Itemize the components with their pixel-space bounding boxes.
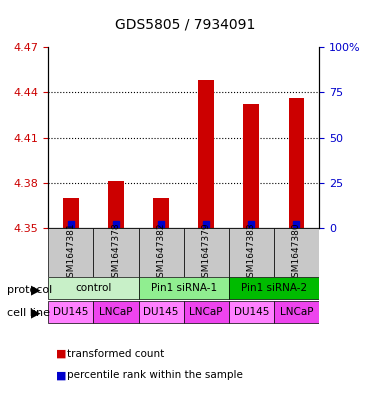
- Text: GSM1647382: GSM1647382: [157, 222, 165, 283]
- Text: percentile rank within the sample: percentile rank within the sample: [67, 370, 243, 380]
- Text: GSM1647383: GSM1647383: [247, 222, 256, 283]
- Text: LNCaP: LNCaP: [190, 307, 223, 317]
- Text: GSM1647381: GSM1647381: [66, 222, 75, 283]
- Text: DU145: DU145: [53, 307, 89, 317]
- Text: DU145: DU145: [234, 307, 269, 317]
- FancyBboxPatch shape: [274, 228, 319, 277]
- Bar: [153, 198, 169, 228]
- FancyBboxPatch shape: [138, 301, 184, 323]
- FancyBboxPatch shape: [48, 277, 138, 299]
- Text: GSM1647378: GSM1647378: [111, 222, 121, 283]
- Text: GDS5805 / 7934091: GDS5805 / 7934091: [115, 18, 256, 32]
- FancyBboxPatch shape: [229, 301, 274, 323]
- FancyBboxPatch shape: [93, 301, 138, 323]
- Text: LNCaP: LNCaP: [99, 307, 133, 317]
- Text: DU145: DU145: [143, 307, 179, 317]
- FancyBboxPatch shape: [184, 301, 229, 323]
- FancyBboxPatch shape: [138, 228, 184, 277]
- Text: ■: ■: [56, 349, 66, 359]
- FancyBboxPatch shape: [48, 301, 93, 323]
- Text: control: control: [75, 283, 112, 294]
- Text: cell line: cell line: [7, 308, 50, 318]
- Text: ▶: ▶: [31, 283, 41, 297]
- Text: Pin1 siRNA-2: Pin1 siRNA-2: [241, 283, 307, 294]
- Bar: [243, 105, 259, 228]
- FancyBboxPatch shape: [229, 277, 319, 299]
- Bar: [289, 98, 304, 228]
- Bar: [198, 80, 214, 228]
- FancyBboxPatch shape: [184, 228, 229, 277]
- FancyBboxPatch shape: [48, 228, 93, 277]
- Bar: [63, 198, 79, 228]
- Text: GSM1647379: GSM1647379: [202, 222, 211, 283]
- FancyBboxPatch shape: [93, 228, 138, 277]
- Bar: [108, 181, 124, 228]
- Text: ■: ■: [56, 370, 66, 380]
- Text: LNCaP: LNCaP: [280, 307, 313, 317]
- FancyBboxPatch shape: [274, 301, 319, 323]
- Text: Pin1 siRNA-1: Pin1 siRNA-1: [151, 283, 217, 294]
- FancyBboxPatch shape: [229, 228, 274, 277]
- Text: transformed count: transformed count: [67, 349, 164, 359]
- Text: ▶: ▶: [31, 306, 41, 320]
- FancyBboxPatch shape: [138, 277, 229, 299]
- Text: protocol: protocol: [7, 285, 53, 295]
- Text: GSM1647380: GSM1647380: [292, 222, 301, 283]
